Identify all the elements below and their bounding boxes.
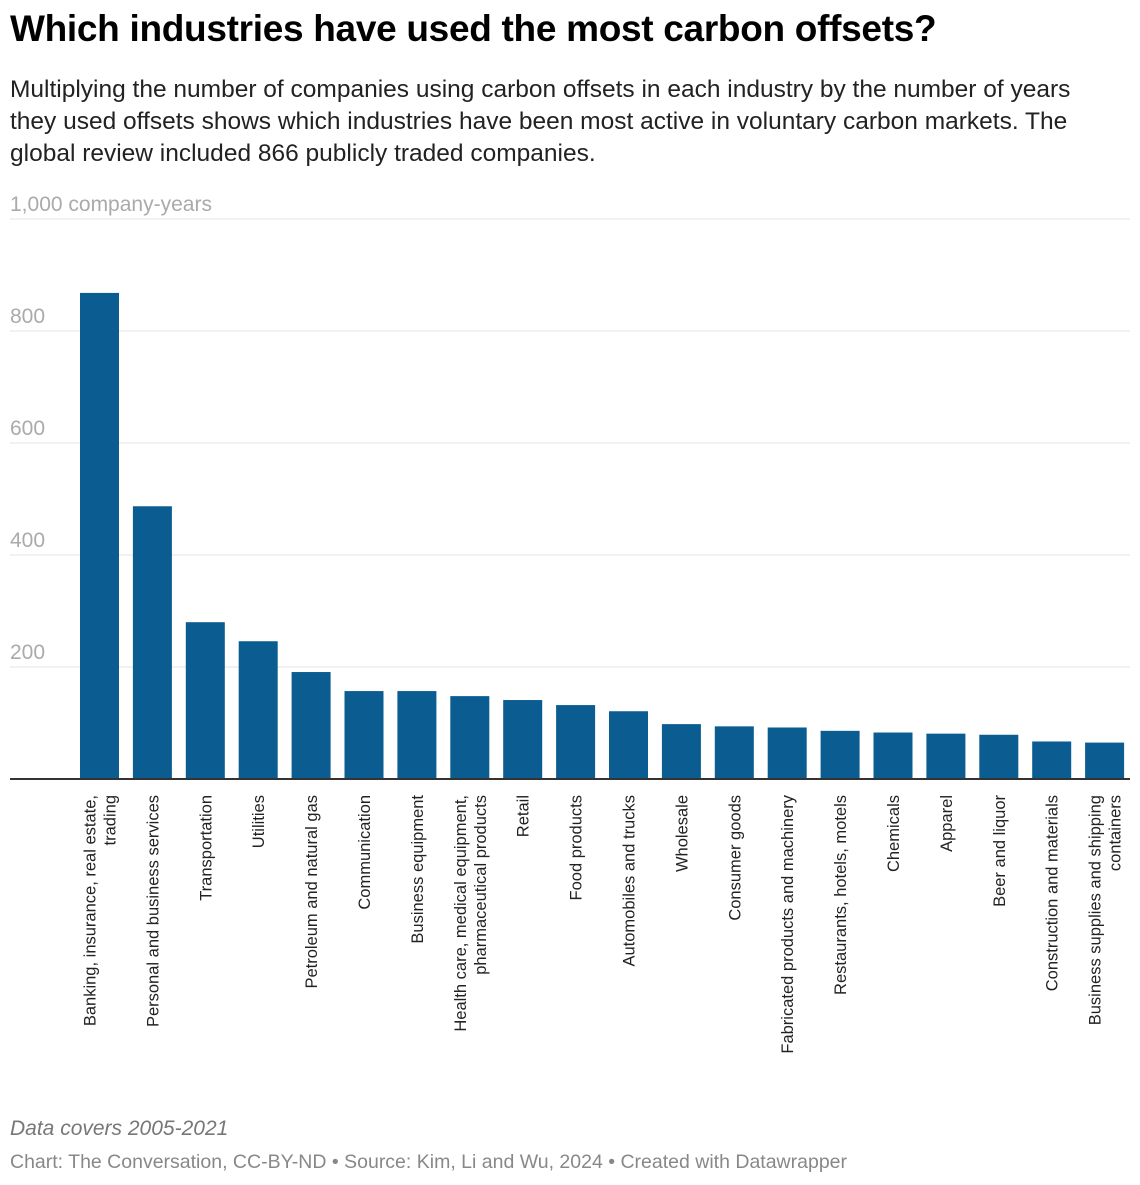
bar xyxy=(132,506,172,779)
bar xyxy=(185,622,225,779)
chart-title: Which industries have used the most carb… xyxy=(10,8,937,49)
category-label: pharmaceutical products xyxy=(472,795,490,975)
chart-source: Chart: The Conversation, CC-BY-ND • Sour… xyxy=(10,1151,848,1173)
category-label: Communication xyxy=(356,795,374,910)
bar xyxy=(556,705,596,779)
category-label: Personal and business services xyxy=(144,795,162,1027)
category-label: containers xyxy=(1107,795,1125,871)
chart-note: Data covers 2005-2021 xyxy=(10,1117,229,1140)
y-tick-label: 600 xyxy=(10,417,45,440)
bar xyxy=(609,711,648,779)
bar xyxy=(397,691,437,779)
bar xyxy=(926,733,966,779)
chart-subtitle: Multiplying the number of companies usin… xyxy=(10,76,1071,167)
category-label: Beer and liquor xyxy=(991,795,1009,907)
bar xyxy=(820,730,860,779)
bar xyxy=(344,691,384,779)
bar xyxy=(1085,742,1125,779)
y-tick-label: 1,000 company-years xyxy=(10,193,212,216)
bar xyxy=(238,641,278,779)
category-label: Automobiles and trucks xyxy=(621,795,639,967)
category-label: Apparel xyxy=(938,795,956,852)
category-label: trading xyxy=(102,795,120,845)
y-tick-label: 200 xyxy=(10,641,45,664)
category-label: Consumer goods xyxy=(726,795,744,921)
category-label: Retail xyxy=(515,795,533,837)
bar xyxy=(714,726,754,779)
category-label: Health care, medical equipment, xyxy=(452,795,470,1032)
bar xyxy=(80,292,119,779)
category-label: Wholesale xyxy=(673,795,691,872)
y-tick-label: 400 xyxy=(10,529,45,552)
bar xyxy=(291,672,331,779)
category-label: Construction and materials xyxy=(1044,795,1062,991)
bar xyxy=(503,700,543,779)
category-label: Business supplies and shipping xyxy=(1087,795,1105,1025)
category-label: Transportation xyxy=(197,795,215,901)
bar xyxy=(979,734,1019,779)
category-label: Restaurants, hotels, motels xyxy=(832,795,850,995)
bar xyxy=(1032,741,1072,779)
bar xyxy=(767,727,807,779)
category-label: Food products xyxy=(568,795,586,900)
category-label: Banking, insurance, real estate, xyxy=(82,795,100,1026)
category-label: Utilities xyxy=(250,795,268,848)
category-label: Fabricated products and machinery xyxy=(779,794,797,1053)
category-label: Business equipment xyxy=(409,795,427,944)
category-label: Chemicals xyxy=(885,795,903,872)
category-label: Petroleum and natural gas xyxy=(303,795,321,989)
y-tick-label: 800 xyxy=(10,305,45,328)
bar xyxy=(873,732,913,779)
bar xyxy=(661,724,701,779)
bar xyxy=(450,696,490,779)
